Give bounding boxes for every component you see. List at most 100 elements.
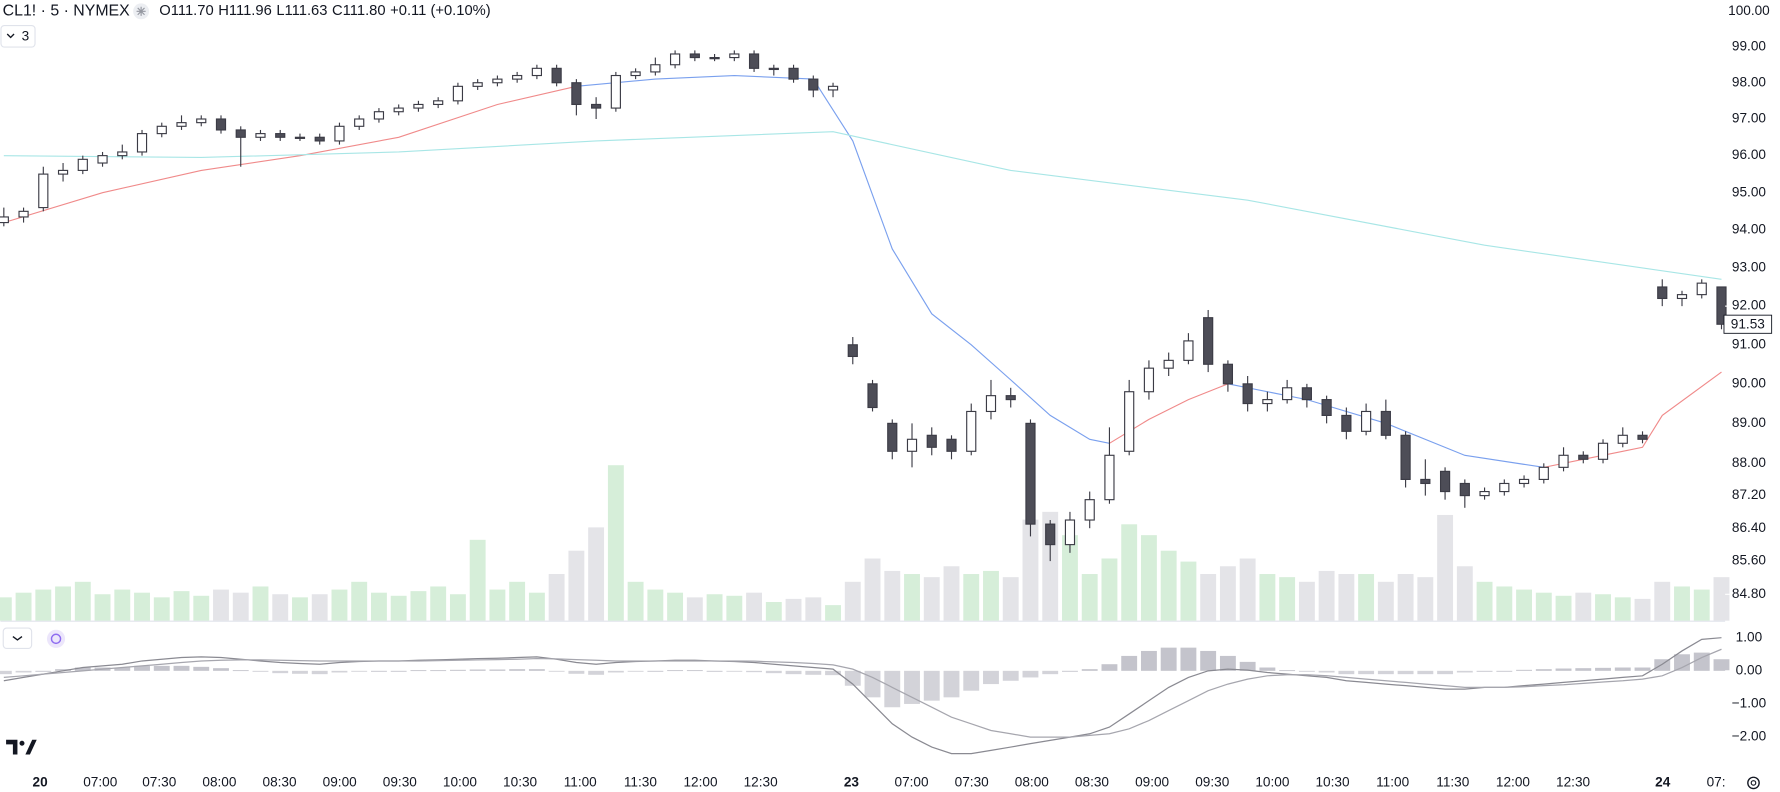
volume-bar xyxy=(94,594,111,621)
macd-histogram-bar xyxy=(1239,661,1256,671)
y-tick-label: 98.00 xyxy=(1732,74,1766,89)
reload-icon[interactable] xyxy=(46,629,66,648)
candle-body xyxy=(1400,434,1411,480)
candle-body xyxy=(1676,294,1688,300)
last-price-box xyxy=(1723,314,1773,334)
settings-icon[interactable] xyxy=(1747,776,1760,790)
indicators-toggle[interactable]: 3 xyxy=(0,24,36,48)
volume-bar xyxy=(1338,574,1355,621)
candle-body xyxy=(1124,391,1135,452)
candle-body xyxy=(748,53,760,69)
macd-histogram-bar xyxy=(647,670,664,672)
volume-bar xyxy=(1614,597,1631,621)
macd-histogram-bar xyxy=(983,670,999,685)
volume-bar xyxy=(1160,550,1177,621)
candle-body xyxy=(926,434,937,448)
macd-histogram-bar xyxy=(1121,655,1138,671)
macd-histogram-bar xyxy=(1338,670,1355,675)
candle-body xyxy=(215,118,227,131)
macd-histogram-bar xyxy=(1140,650,1157,671)
pane-collapse[interactable] xyxy=(2,627,33,650)
y-tick-label: 92.00 xyxy=(1732,298,1766,313)
macd-histogram-bar xyxy=(884,670,901,708)
candle-body xyxy=(1242,383,1253,405)
volume-bar xyxy=(1575,592,1592,621)
candle-body xyxy=(1262,399,1273,405)
macd-histogram-bar xyxy=(1516,669,1532,671)
candle-body xyxy=(1518,478,1530,485)
macd-histogram-bar xyxy=(1042,670,1059,675)
candle-body xyxy=(1361,410,1372,432)
volume-bar xyxy=(1535,592,1552,621)
candle-body xyxy=(38,173,49,209)
candle-body xyxy=(294,136,306,139)
macd-histogram-bar xyxy=(232,670,249,672)
x-tick-label: 11:30 xyxy=(624,775,657,790)
volume-bar xyxy=(963,574,980,621)
x-tick-label: 08:30 xyxy=(1075,775,1109,790)
candle-body xyxy=(1597,442,1609,460)
y-tick-label: 88.00 xyxy=(1732,455,1766,470)
macd-histogram-bar xyxy=(943,670,960,698)
candle-body xyxy=(136,133,148,153)
macd-histogram-bar xyxy=(331,670,348,673)
candle-body xyxy=(610,74,621,109)
candle-body xyxy=(1439,470,1451,493)
macd-histogram-bar xyxy=(1318,670,1335,673)
candle-body xyxy=(1321,399,1332,416)
macd-histogram-bar xyxy=(35,670,52,672)
macd-histogram-bar xyxy=(1377,670,1394,675)
y-tick-label: 86.40 xyxy=(1732,520,1766,535)
macd-histogram-bar xyxy=(686,670,703,672)
x-tick-label: 09:00 xyxy=(323,775,357,790)
candle-body xyxy=(1104,454,1115,501)
volume-bar xyxy=(1219,566,1236,621)
macd-histogram-bar xyxy=(1397,670,1414,675)
y-tick-label: −2.00 xyxy=(1732,729,1767,744)
macd-histogram-bar xyxy=(1062,670,1078,672)
macd-histogram-bar xyxy=(311,670,328,675)
macd-histogram-bar xyxy=(509,669,526,671)
volume-bar xyxy=(0,597,12,621)
candle-body xyxy=(788,67,799,80)
x-tick-label: 10:00 xyxy=(1255,775,1289,790)
symbol-title[interactable]: CL1! · 5 · NYMEX xyxy=(3,3,130,20)
volume-bar xyxy=(1298,581,1315,621)
x-tick-label: 11:30 xyxy=(1436,775,1469,790)
macd-histogram-bar xyxy=(292,670,308,674)
volume-bar xyxy=(805,597,822,621)
x-tick-label: 10:30 xyxy=(1315,775,1349,790)
macd-histogram-bar xyxy=(864,670,881,698)
candle-body xyxy=(827,85,839,91)
volume-bar xyxy=(272,594,289,621)
candle-body xyxy=(1380,410,1391,436)
x-tick-label: 12:00 xyxy=(1496,775,1530,790)
candle-body xyxy=(887,422,898,452)
macd-histogram-bar xyxy=(1476,670,1493,672)
macd-histogram-bar xyxy=(15,670,32,673)
macd-histogram-bar xyxy=(1437,670,1454,675)
x-tick-label: 08:00 xyxy=(1015,775,1049,790)
macd-histogram-bar xyxy=(1575,668,1592,671)
volume-bar xyxy=(1121,524,1138,621)
volume-bar xyxy=(1713,577,1730,621)
volume-bar xyxy=(74,581,91,621)
volume-bar xyxy=(1654,581,1671,621)
candle-body xyxy=(314,136,325,142)
macd-histogram-bar xyxy=(272,670,289,674)
volume-bar xyxy=(55,586,71,621)
x-tick-label: 12:30 xyxy=(1556,775,1590,790)
candle-body xyxy=(729,53,740,59)
candle-body xyxy=(235,129,246,138)
y-tick-label: 85.60 xyxy=(1732,553,1766,568)
macd-histogram-bar xyxy=(252,670,269,672)
volume-bar xyxy=(1101,558,1118,621)
volume-bar xyxy=(825,605,841,621)
macd-histogram-bar xyxy=(1713,659,1730,671)
volume-bar xyxy=(568,550,585,621)
volume-bar xyxy=(1002,577,1019,621)
candle-body xyxy=(77,158,88,171)
candle-body xyxy=(551,67,562,84)
candle-body xyxy=(1222,363,1234,385)
macd-histogram-bar xyxy=(1555,668,1572,671)
